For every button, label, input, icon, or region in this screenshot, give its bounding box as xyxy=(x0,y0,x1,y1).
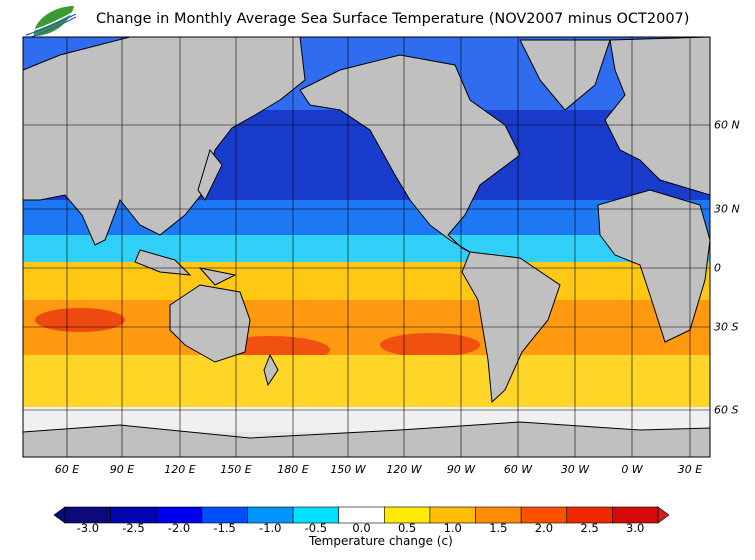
colorbar-tick-label: 0.0 xyxy=(352,521,371,535)
warm-anomaly xyxy=(380,333,480,357)
latitude-label: 60 S xyxy=(714,403,739,417)
longitude-label: 120 W xyxy=(386,463,422,476)
longitude-label: 120 E xyxy=(164,463,196,476)
colorbar-tick-label: -0.5 xyxy=(304,521,328,535)
colorbar-title: Temperature change (c) xyxy=(309,534,453,548)
land-japan xyxy=(197,148,223,201)
ocean-band-south3 xyxy=(23,355,710,407)
land-north-america xyxy=(299,54,521,256)
colorbar-tick-label: -2.0 xyxy=(167,521,191,535)
warm-anomaly xyxy=(35,308,125,332)
longitude-label: 150 E xyxy=(220,463,252,476)
longitude-label: 150 W xyxy=(330,463,366,476)
colorbar-tick-label: -3.0 xyxy=(76,521,100,535)
land-asia xyxy=(22,36,306,246)
latitude-label: 30 S xyxy=(714,320,739,334)
colorbar-over-arrow xyxy=(657,506,670,524)
colorbar-tick-label: -1.5 xyxy=(213,521,236,535)
longitude-label: 60 E xyxy=(54,463,80,476)
longitude-label: 30 E xyxy=(677,463,703,476)
longitude-label: 0 W xyxy=(621,463,643,476)
colorbar-tick-label: -2.5 xyxy=(122,521,145,535)
longitude-label: 60 W xyxy=(503,463,533,476)
latitude-label: 0 xyxy=(714,261,721,275)
colorbar-swatch xyxy=(612,506,659,524)
ocean-band-south1 xyxy=(23,262,710,302)
map-frame xyxy=(22,36,711,458)
longitude-label: 90 E xyxy=(109,463,135,476)
latitude-label: 60 N xyxy=(714,118,740,132)
colorbar-tick-label: 0.5 xyxy=(397,521,417,535)
colorbar-under-arrow xyxy=(53,506,66,524)
ocean-band-south2 xyxy=(23,300,710,355)
colorbar-tick-label: 3.0 xyxy=(626,521,645,535)
longitude-label: 30 W xyxy=(560,463,590,476)
colorbar-tick-label: -1.0 xyxy=(259,521,282,535)
colorbar-tick-label: 2.0 xyxy=(534,521,554,535)
graticule xyxy=(23,37,710,457)
land-greenland xyxy=(519,39,611,111)
land-new-guinea xyxy=(198,267,237,286)
longitude-label: 180 E xyxy=(277,463,309,476)
colorbar-tick-label: 1.0 xyxy=(443,521,462,535)
colorbar-tick-label: 1.5 xyxy=(489,521,508,535)
latitude-label: 30 N xyxy=(714,202,740,216)
land-africa xyxy=(597,189,711,343)
colorbar-tick-label: 2.5 xyxy=(580,521,599,535)
land-new-zealand xyxy=(263,353,279,387)
map-title: Change in Monthly Average Sea Surface Te… xyxy=(96,11,690,27)
longitude-label: 90 W xyxy=(446,463,476,476)
land-indonesia xyxy=(134,249,192,276)
land-australia xyxy=(169,284,251,363)
